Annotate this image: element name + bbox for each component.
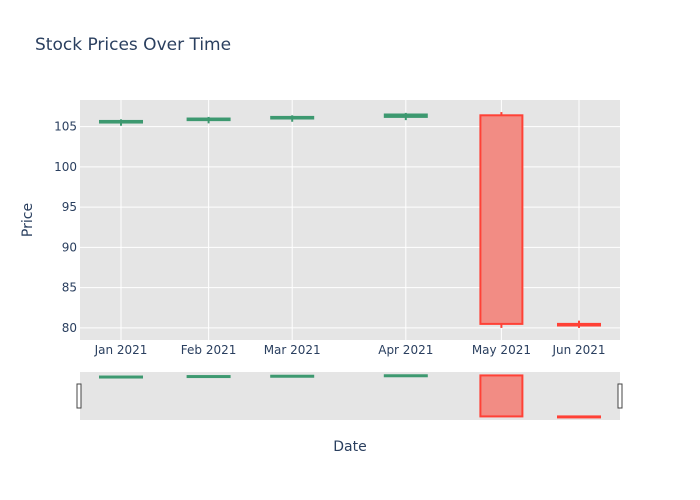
candle-body	[383, 113, 428, 118]
y-tick-label: 100	[54, 160, 77, 174]
range-slider-candle	[383, 374, 428, 378]
chart-title: Stock Prices Over Time	[35, 35, 231, 55]
y-tick-label: 105	[54, 120, 77, 134]
candle-body	[99, 119, 143, 124]
candle-2021-02[interactable]	[186, 116, 231, 124]
candle-2021-04[interactable]	[383, 112, 428, 121]
y-axis-title: Price	[20, 203, 36, 237]
x-axis-title: Date	[333, 439, 366, 455]
y-tick-labels: 80 85 90 95 100 105	[54, 120, 77, 335]
x-tick-label: Feb 2021	[181, 343, 237, 357]
y-tick-label: 80	[62, 321, 77, 335]
y-tick-label: 85	[62, 281, 77, 295]
x-tick-labels: Jan 2021 Feb 2021 Mar 2021 Apr 2021 May 2021…	[94, 343, 606, 357]
range-slider[interactable]	[80, 372, 620, 420]
range-slider-candle	[479, 374, 524, 418]
candle-2021-06[interactable]	[557, 320, 601, 328]
y-tick-label: 90	[62, 240, 77, 254]
x-tick-label: Jan 2021	[94, 343, 148, 357]
candle-body	[479, 114, 524, 325]
candle-body	[186, 117, 231, 122]
x-tick-label: Jun 2021	[551, 343, 605, 357]
candle-body	[270, 115, 315, 120]
candle-2021-03[interactable]	[270, 115, 315, 122]
x-tick-label: May 2021	[472, 343, 531, 357]
range-slider-candle	[99, 375, 143, 379]
plot-area	[80, 100, 620, 340]
y-tick-label: 95	[62, 200, 77, 214]
y-gridlines	[80, 126, 620, 329]
candles-group	[99, 112, 601, 328]
range-slider-right-handle[interactable]	[617, 383, 623, 409]
range-slider-candle	[557, 415, 601, 419]
range-slider-candles	[99, 374, 601, 419]
candle-body	[557, 322, 601, 327]
x-tick-label: Mar 2021	[264, 343, 321, 357]
candle-2021-01[interactable]	[99, 119, 143, 126]
range-slider-candle	[186, 375, 231, 379]
range-slider-candle	[270, 374, 315, 378]
x-tick-label: Apr 2021	[378, 343, 433, 357]
range-slider-left-handle[interactable]	[76, 383, 82, 409]
candle-2021-05[interactable]	[479, 112, 524, 328]
